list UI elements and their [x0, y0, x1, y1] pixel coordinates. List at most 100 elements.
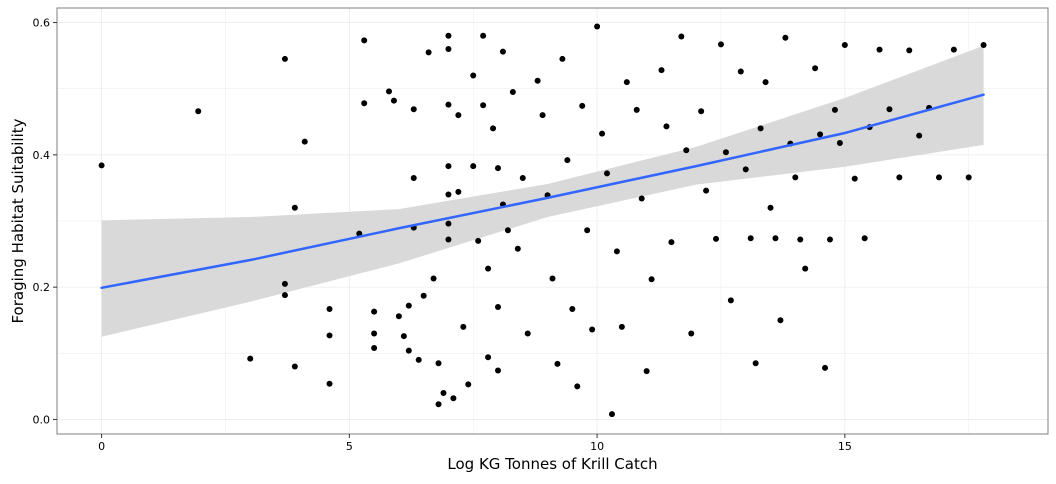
- data-point: [480, 102, 487, 109]
- data-point: [425, 49, 432, 56]
- data-point: [698, 108, 705, 115]
- data-point: [826, 236, 833, 243]
- data-point: [683, 147, 690, 154]
- data-point: [797, 236, 804, 243]
- data-point: [599, 130, 606, 137]
- data-point: [688, 330, 695, 337]
- data-point: [574, 383, 581, 390]
- confidence-band-layer: [101, 45, 984, 337]
- data-point: [916, 132, 923, 139]
- data-point: [777, 317, 784, 324]
- data-point: [633, 106, 640, 113]
- data-point: [514, 245, 521, 252]
- data-point: [812, 65, 819, 72]
- data-point: [935, 174, 942, 181]
- data-point: [504, 227, 511, 234]
- data-point: [371, 308, 378, 315]
- data-point: [831, 106, 838, 113]
- data-point: [549, 275, 556, 282]
- data-point: [400, 333, 407, 340]
- data-point: [361, 37, 368, 44]
- data-point: [802, 265, 809, 272]
- trend-line: [100, 93, 985, 290]
- data-point: [281, 292, 288, 299]
- data-point: [499, 48, 506, 55]
- data-point: [415, 356, 422, 363]
- data-point: [405, 347, 412, 354]
- data-point: [747, 235, 754, 242]
- data-point: [539, 112, 546, 119]
- data-point: [534, 77, 541, 84]
- data-point: [896, 174, 903, 181]
- data-point: [445, 163, 452, 170]
- data-point: [435, 360, 442, 367]
- data-point: [410, 106, 417, 113]
- data-point: [390, 97, 397, 104]
- data-point: [822, 364, 829, 371]
- y-tick-label: 0.0: [33, 413, 51, 426]
- data-points-layer: [98, 23, 987, 418]
- data-point: [762, 79, 769, 86]
- data-point: [410, 175, 417, 182]
- data-point: [430, 275, 437, 282]
- data-point: [395, 313, 402, 320]
- data-point: [861, 235, 868, 242]
- x-tick-label: 5: [346, 440, 353, 453]
- y-tick-label: 0.2: [33, 281, 51, 294]
- data-point: [494, 367, 501, 374]
- data-point: [623, 79, 630, 86]
- data-point: [851, 175, 858, 182]
- data-point: [569, 305, 576, 312]
- data-point: [480, 32, 487, 39]
- data-point: [301, 138, 308, 145]
- data-point: [470, 163, 477, 170]
- data-point: [281, 55, 288, 62]
- data-point: [559, 55, 566, 62]
- data-point: [445, 236, 452, 243]
- data-point: [752, 360, 759, 367]
- data-point: [594, 23, 601, 30]
- data-point: [385, 88, 392, 95]
- data-point: [608, 411, 615, 418]
- data-point: [509, 89, 516, 96]
- data-point: [638, 195, 645, 202]
- y-tick-label: 0.4: [33, 149, 51, 162]
- data-point: [326, 305, 333, 312]
- data-point: [886, 106, 893, 113]
- data-point: [841, 42, 848, 49]
- data-point: [371, 345, 378, 352]
- x-tick-label: 15: [838, 440, 852, 453]
- data-point: [792, 174, 799, 181]
- data-point: [604, 170, 611, 177]
- data-point: [485, 354, 492, 361]
- data-point: [371, 330, 378, 337]
- data-point: [980, 42, 987, 49]
- axes-layer: 0 5 10 15 0.0 0.2 0.4 0.6: [33, 17, 852, 453]
- data-point: [460, 323, 467, 330]
- data-point: [445, 101, 452, 108]
- data-point: [435, 401, 442, 408]
- data-point: [524, 330, 531, 337]
- data-point: [440, 389, 447, 396]
- data-point: [405, 302, 412, 309]
- data-point: [420, 292, 427, 299]
- data-point: [589, 326, 596, 333]
- data-point: [195, 108, 202, 115]
- data-point: [455, 112, 462, 119]
- panel-border: [56, 7, 1049, 435]
- data-point: [965, 174, 972, 181]
- data-point: [291, 363, 298, 370]
- data-point: [445, 46, 452, 53]
- data-point: [717, 41, 724, 48]
- data-point: [455, 188, 462, 195]
- data-point: [98, 162, 105, 169]
- data-point: [618, 323, 625, 330]
- data-point: [445, 32, 452, 39]
- y-axis-title: Foraging Habitat Suitability: [9, 118, 27, 323]
- data-point: [494, 165, 501, 172]
- data-point: [782, 34, 789, 41]
- data-point: [757, 125, 764, 132]
- data-point: [494, 303, 501, 310]
